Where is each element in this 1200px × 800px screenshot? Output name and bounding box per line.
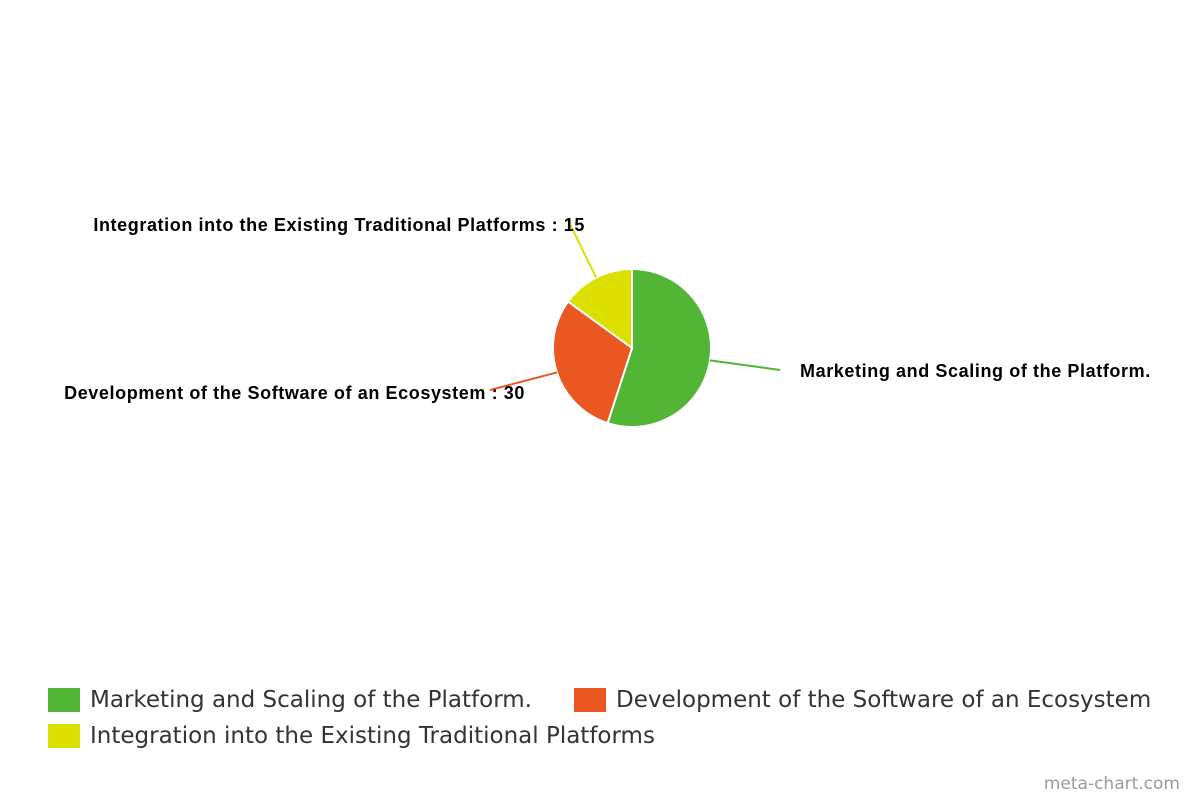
slice-label-marketing-and-scaling-of-the-platform: Marketing and Scaling of the Platform. <box>800 361 1151 381</box>
legend-swatch-development <box>573 688 606 712</box>
pie-slice-development-of-the-software-of-an-ecosystem <box>552 300 634 425</box>
watermark: meta-chart.com <box>1043 774 1180 794</box>
slice-label-integration-into-the-existing-traditional-platforms: Integration into the Existing Traditiona… <box>93 215 585 235</box>
legend-item-integration: Integration into the Existing Traditiona… <box>48 722 655 750</box>
pie-slice-integration-into-the-existing-traditional-platforms <box>566 267 633 350</box>
legend-label-integration: Integration into the Existing Traditiona… <box>90 723 655 749</box>
pie-slice-marketing-and-scaling-of-the-platform <box>606 267 712 428</box>
leader-line-development-of-the-software-of-an-ecosystem <box>489 371 558 391</box>
leader-line-integration-into-the-existing-traditional-platforms <box>566 217 598 279</box>
legend-label-marketing: Marketing and Scaling of the Platform. <box>90 687 532 713</box>
legend-swatch-integration <box>48 724 80 748</box>
legend-swatch-marketing <box>48 688 80 712</box>
legend-item-development: Development of the Software of an Ecosys… <box>573 686 1152 714</box>
legend-item-marketing: Marketing and Scaling of the Platform. <box>48 686 532 714</box>
leader-line-marketing-and-scaling-of-the-platform <box>709 359 781 371</box>
legend-label-development: Development of the Software of an Ecosys… <box>615 687 1152 713</box>
legend: Marketing and Scaling of the Platform. D… <box>48 686 1178 750</box>
slice-label-development-of-the-software-of-an-ecosystem: Development of the Software of an Ecosys… <box>64 383 525 403</box>
